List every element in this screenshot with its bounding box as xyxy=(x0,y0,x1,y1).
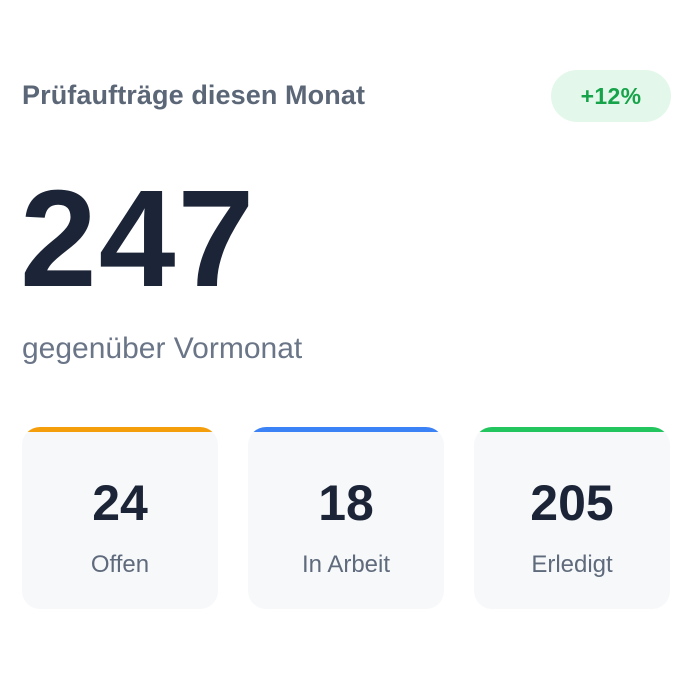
stat-in-progress: 18 In Arbeit xyxy=(248,427,444,609)
stat-label-done: Erledigt xyxy=(531,551,613,578)
stat-value-done: 205 xyxy=(530,475,614,531)
stat-done: 205 Erledigt xyxy=(474,427,670,609)
stat-value-in-progress: 18 xyxy=(318,475,374,531)
stat-label-in-progress: In Arbeit xyxy=(301,551,391,578)
stat-value-open: 24 xyxy=(92,475,148,531)
comparison-label: gegenüber Vormonat xyxy=(22,332,303,365)
total-count: 247 xyxy=(20,162,257,316)
status-bar-in-progress xyxy=(248,427,444,432)
stat-open: 24 Offen xyxy=(22,427,218,609)
stat-label-open: Offen xyxy=(90,551,150,578)
status-bar-open xyxy=(22,427,218,432)
trend-badge: +12% xyxy=(551,70,671,122)
card-title: Prüfaufträge diesen Monat xyxy=(22,80,366,110)
status-bar-done xyxy=(474,427,670,432)
